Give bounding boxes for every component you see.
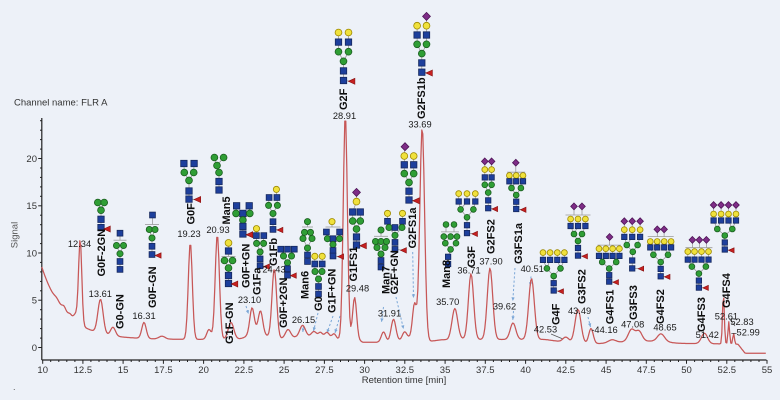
svg-text:32.5: 32.5 (396, 365, 415, 376)
svg-text:G4FS3: G4FS3 (696, 297, 708, 332)
svg-text:Channel name: FLR A: Channel name: FLR A (14, 98, 108, 109)
svg-text:Retention time [min]: Retention time [min] (362, 375, 446, 386)
svg-text:20.93: 20.93 (206, 225, 229, 235)
svg-text:G2FS1b: G2FS1b (416, 77, 428, 119)
svg-text:G0: G0 (313, 296, 325, 311)
svg-text:48.65: 48.65 (653, 323, 676, 333)
svg-text:40: 40 (520, 365, 531, 376)
svg-text:G3FS1a: G3FS1a (513, 222, 525, 264)
svg-text:22.5: 22.5 (235, 365, 254, 376)
svg-text:42.5: 42.5 (557, 365, 576, 376)
svg-text:Man5: Man5 (221, 196, 233, 224)
svg-text:15: 15 (118, 365, 129, 376)
svg-text:G4FS4: G4FS4 (721, 272, 733, 308)
svg-text:16.31: 16.31 (132, 311, 155, 321)
svg-text:12.34: 12.34 (68, 239, 91, 249)
svg-text:10: 10 (26, 248, 37, 259)
svg-text:G0-GN: G0-GN (115, 294, 127, 329)
svg-text:G4FS2: G4FS2 (655, 289, 667, 324)
svg-text:26.15: 26.15 (292, 315, 315, 325)
svg-text:10: 10 (37, 365, 48, 376)
svg-text:23.10: 23.10 (238, 295, 261, 305)
svg-text:37.90: 37.90 (479, 257, 502, 267)
svg-text:G3FS2: G3FS2 (577, 269, 589, 304)
svg-text:52.61: 52.61 (715, 312, 738, 322)
svg-text:20: 20 (26, 154, 37, 165)
svg-text:24.43: 24.43 (262, 265, 285, 275)
svg-text:42.53: 42.53 (534, 325, 557, 335)
svg-text:50: 50 (681, 365, 692, 376)
svg-text:51.42: 51.42 (696, 330, 719, 340)
svg-text:G1Fb: G1Fb (268, 238, 280, 266)
svg-text:47.5: 47.5 (637, 365, 656, 376)
svg-text:G1FS1: G1FS1 (348, 247, 360, 282)
svg-text:19.23: 19.23 (177, 229, 200, 239)
svg-text:G4FS1: G4FS1 (605, 289, 617, 324)
svg-text:G0F: G0F (186, 203, 198, 225)
svg-text:G3F: G3F (466, 246, 478, 268)
svg-text:G0F+GN: G0F+GN (240, 244, 252, 288)
svg-text:36.71: 36.71 (457, 266, 480, 276)
svg-text:40.51: 40.51 (521, 264, 544, 274)
svg-text:15: 15 (26, 201, 37, 212)
svg-text:Man7: Man7 (381, 266, 393, 294)
svg-text:37.5: 37.5 (476, 365, 495, 376)
svg-text:39.62: 39.62 (493, 302, 516, 312)
svg-text:G0F-2GN: G0F-2GN (96, 229, 108, 277)
svg-text:G1Fa: G1Fa (252, 267, 264, 295)
svg-text:G2F+GN: G2F+GN (389, 250, 401, 294)
svg-text:35.70: 35.70 (436, 297, 459, 307)
svg-text:G4F: G4F (551, 303, 563, 325)
svg-text:45: 45 (601, 365, 612, 376)
svg-text:52.83: 52.83 (730, 317, 753, 327)
svg-text:G0F-GN: G0F-GN (147, 266, 159, 308)
svg-text:G2FS2: G2FS2 (486, 219, 498, 254)
svg-text:28.91: 28.91 (333, 111, 356, 121)
svg-text:G2FS1a: G2FS1a (407, 207, 419, 249)
svg-text:0: 0 (32, 343, 37, 354)
svg-text:30: 30 (359, 365, 370, 376)
svg-text:20: 20 (198, 365, 209, 376)
svg-text:5: 5 (32, 296, 37, 307)
svg-text:-44.16: -44.16 (591, 325, 617, 335)
svg-text:25: 25 (279, 365, 290, 376)
svg-text:31.91: 31.91 (378, 309, 401, 319)
svg-text:35: 35 (440, 365, 451, 376)
svg-text:Man6: Man6 (300, 271, 312, 299)
svg-text:55: 55 (762, 365, 773, 376)
svg-text:29.48: 29.48 (346, 284, 369, 294)
svg-text:27.5: 27.5 (315, 365, 334, 376)
svg-text:12.5: 12.5 (74, 365, 93, 376)
svg-text:G1F-GN: G1F-GN (224, 302, 236, 344)
svg-text:17.5: 17.5 (154, 365, 173, 376)
svg-text:G1F+GN: G1F+GN (327, 269, 339, 313)
svg-text:13.61: 13.61 (89, 289, 112, 299)
svg-text:G0F+2GN: G0F+2GN (278, 278, 290, 328)
svg-text:47.08: 47.08 (621, 320, 644, 330)
svg-text:G3FS3: G3FS3 (628, 285, 640, 320)
svg-text:Signal: Signal (10, 222, 21, 248)
svg-text:52.5: 52.5 (718, 365, 737, 376)
svg-text:43.49: 43.49 (568, 306, 591, 316)
svg-text:33.69: 33.69 (408, 120, 431, 130)
svg-text:.: . (13, 382, 16, 392)
svg-text:–52.99: –52.99 (731, 328, 759, 338)
svg-text:G2F: G2F (338, 88, 350, 110)
svg-text:Man8: Man8 (441, 260, 453, 288)
